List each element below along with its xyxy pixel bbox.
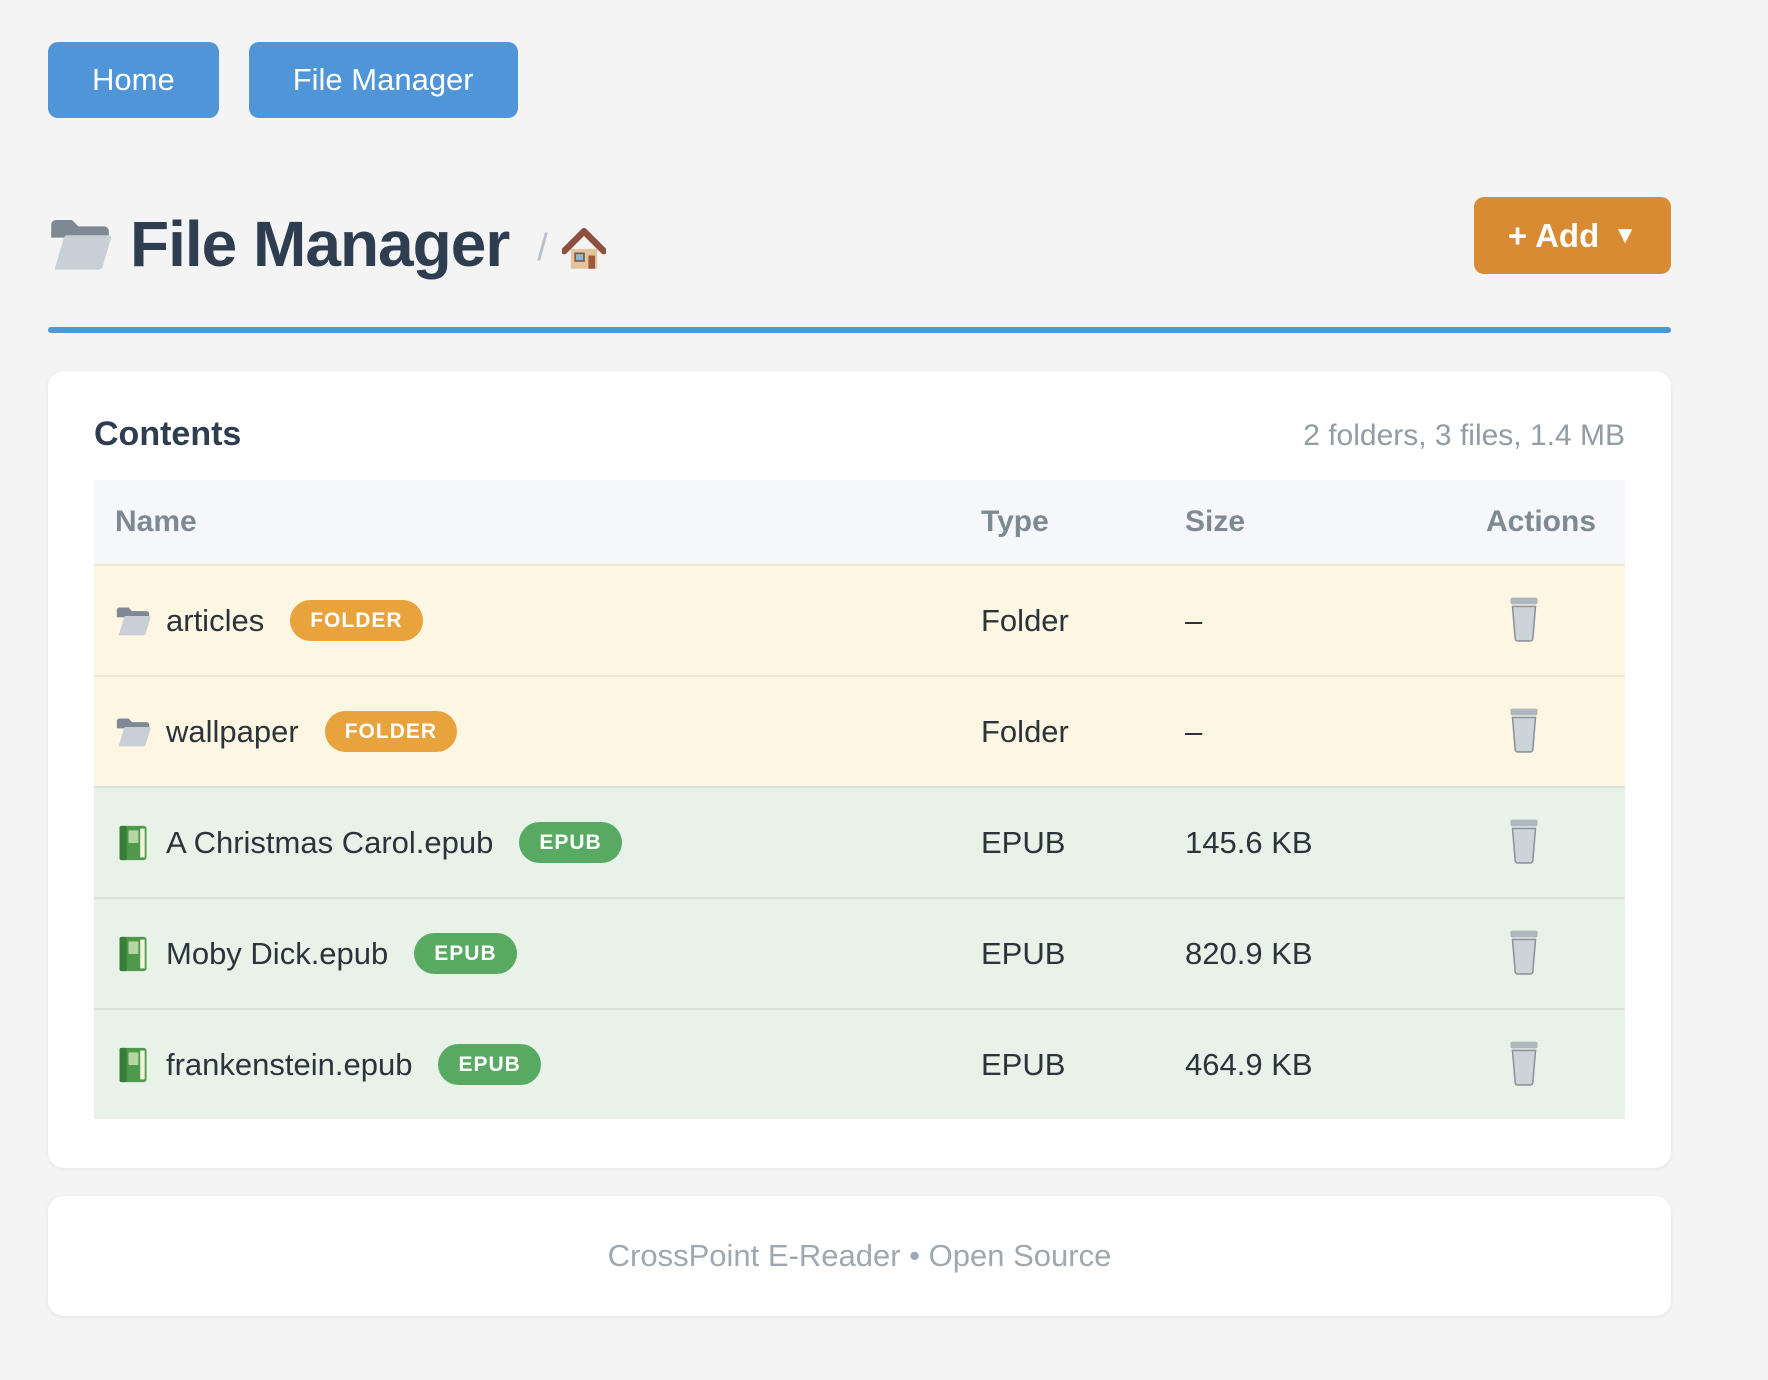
file-name: frankenstein.epub [166,1046,413,1082]
file-manager-button[interactable]: File Manager [248,42,518,118]
page-header: File Manager / + Add ▼ [48,197,1671,282]
delete-button[interactable] [1500,925,1548,979]
file-size: 820.9 KB [1185,935,1313,971]
file-type: EPUB [981,935,1066,971]
footer-card: CrossPoint E-Reader • Open Source [48,1196,1671,1316]
trash-icon [1504,596,1544,642]
title-group: File Manager / [48,207,606,281]
table-row[interactable]: A Christmas Carol.epub EPUB EPUB 145.6 K… [94,786,1625,897]
file-type-badge: FOLDER [324,711,458,752]
title-divider [48,327,1671,333]
chevron-down-icon: ▼ [1613,221,1637,249]
page-title: File Manager [130,207,510,280]
file-name-cell: frankenstein.epub EPUB [94,1044,981,1085]
delete-button[interactable] [1500,592,1548,646]
delete-button[interactable] [1500,1036,1548,1090]
table-row[interactable]: wallpaper FOLDER Folder – [94,675,1625,786]
file-name-cell: A Christmas Carol.epub EPUB [94,822,981,863]
table-body: articles FOLDER Folder – wallpaper FOLDE… [94,564,1625,1119]
book-icon [115,936,151,972]
file-actions-cell [1486,925,1625,983]
contents-title: Contents [94,415,242,453]
table-header-row: Name Type Size Actions [94,480,1625,564]
file-actions-cell [1486,592,1625,650]
file-actions-cell [1486,1036,1625,1094]
file-type-badge: FOLDER [290,600,423,641]
column-header-name: Name [115,505,197,538]
file-name: wallpaper [166,713,299,749]
file-name-cell: Moby Dick.epub EPUB [94,933,981,974]
table-row[interactable]: articles FOLDER Folder – [94,564,1625,675]
trash-icon [1504,818,1544,864]
add-button[interactable]: + Add ▼ [1473,197,1671,274]
folder-icon [115,603,151,639]
file-actions-cell [1486,703,1625,761]
file-type: EPUB [981,1046,1066,1082]
home-breadcrumb-icon[interactable] [562,228,606,272]
contents-summary: 2 folders, 3 files, 1.4 MB [1303,419,1625,452]
file-name-cell: articles FOLDER [94,600,981,641]
home-button[interactable]: Home [48,42,219,118]
table-row[interactable]: Moby Dick.epub EPUB EPUB 820.9 KB [94,897,1625,1008]
trash-icon [1504,1040,1544,1086]
column-header-size: Size [1185,505,1246,538]
table-row[interactable]: frankenstein.epub EPUB EPUB 464.9 KB [94,1008,1625,1119]
file-name: articles [166,602,265,638]
trash-icon [1504,929,1544,975]
file-type: Folder [981,713,1069,749]
file-type-badge: EPUB [438,1044,541,1085]
footer-text: CrossPoint E-Reader • Open Source [607,1238,1112,1273]
file-actions-cell [1486,814,1625,872]
book-icon [115,1047,151,1083]
contents-card: Contents 2 folders, 3 files, 1.4 MB Name… [48,371,1671,1168]
file-type-badge: EPUB [519,822,622,863]
file-type-badge: EPUB [414,933,517,974]
top-nav: Home File Manager [48,42,1671,118]
file-type: Folder [981,602,1069,638]
page: Home File Manager File Manager / + Add ▼… [48,42,1671,1316]
file-name: A Christmas Carol.epub [166,824,494,860]
column-header-type: Type [981,505,1049,538]
delete-button[interactable] [1500,703,1548,757]
folder-icon [115,714,151,750]
file-size: – [1185,713,1203,749]
file-table: Name Type Size Actions articles FOLDER F… [94,480,1625,1119]
folder-icon [48,213,112,275]
file-name: Moby Dick.epub [166,935,389,971]
file-type: EPUB [981,824,1066,860]
file-size: 464.9 KB [1185,1046,1313,1082]
add-button-label: + Add [1507,216,1600,254]
file-size: 145.6 KB [1185,824,1313,860]
book-icon [115,825,151,861]
file-name-cell: wallpaper FOLDER [94,711,981,752]
file-size: – [1185,602,1203,638]
column-header-actions: Actions [1486,505,1597,538]
breadcrumb-separator: / [537,227,548,269]
contents-card-header: Contents 2 folders, 3 files, 1.4 MB [94,415,1625,454]
trash-icon [1504,707,1544,753]
delete-button[interactable] [1500,814,1548,868]
